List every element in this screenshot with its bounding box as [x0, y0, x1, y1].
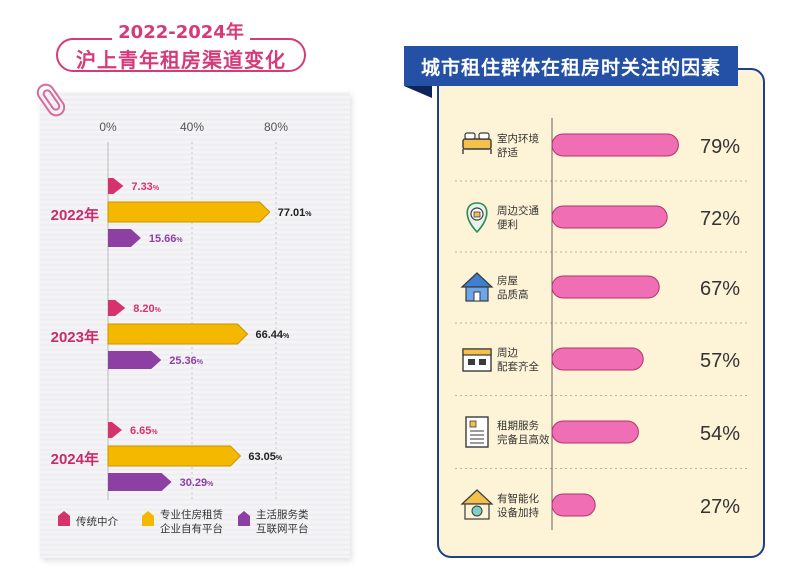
factor-label: 周边 [497, 347, 518, 359]
factor-label: 租期服务 [497, 419, 539, 432]
bar-0-2 [108, 422, 122, 438]
factor-bar [551, 493, 596, 517]
factor-label: 完备且高效 [497, 433, 550, 446]
factor-label: 舒适 [497, 146, 518, 159]
legend-label: 传统中介 [76, 515, 118, 528]
factor-value: 67% [700, 278, 740, 300]
x-tick-label: 80% [264, 120, 288, 134]
bar-0-1 [108, 300, 126, 316]
bed-icon [462, 132, 492, 154]
bar-2-0 [108, 229, 141, 247]
smart-home-icon [460, 489, 494, 520]
shop-icon [462, 348, 492, 372]
factor-value: 54% [700, 423, 740, 445]
factor-value: 72% [700, 208, 740, 230]
map-pin-icon [466, 202, 488, 234]
bar-1-1 [107, 323, 249, 345]
category-label: 2023年 [51, 328, 99, 346]
header-ribbon-fold [404, 86, 432, 98]
data-label: 30.29% [180, 477, 215, 489]
factor-label: 房屋 [497, 274, 518, 287]
data-label: 77.01% [278, 207, 313, 219]
x-tick-label: 40% [180, 120, 204, 134]
legend-label: 企业自有平台 [160, 522, 223, 535]
category-label: 2022年 [51, 206, 99, 224]
factor-value: 57% [700, 350, 740, 372]
bar-2-1 [108, 351, 162, 369]
legend-marker [142, 511, 154, 526]
data-label: 15.66% [149, 233, 184, 245]
factor-label: 设备加持 [497, 506, 539, 519]
factor-label: 便利 [497, 218, 518, 231]
factor-bar [551, 347, 644, 371]
bar-1-2 [107, 445, 242, 467]
data-label: 25.36% [169, 355, 204, 367]
x-tick-label: 0% [99, 120, 117, 134]
factor-label: 周边交通 [497, 204, 539, 217]
category-label: 2024年 [51, 450, 99, 468]
legend-label: 专业住房租赁 [160, 508, 223, 521]
factor-value: 79% [700, 136, 740, 158]
house-icon [460, 272, 494, 302]
legend-label: 主活服务类 [256, 508, 309, 521]
factor-label: 有智能化 [497, 492, 539, 505]
left-title-year: 2022-2024年 [56, 18, 306, 44]
bar-0-0 [108, 178, 124, 194]
data-label: 6.65% [130, 425, 158, 437]
factor-label: 室内环境 [497, 132, 539, 145]
right-title: 城市租住群体在租房时关注的因素 [404, 46, 738, 86]
left-title: 沪上青年租房渠道变化 [76, 48, 286, 72]
factor-bar [551, 133, 679, 157]
factor-bar [551, 420, 639, 444]
legend-marker [58, 511, 70, 526]
document-icon [465, 416, 489, 448]
data-label: 66.44% [256, 329, 291, 341]
factor-value: 27% [700, 496, 740, 518]
factor-label: 品质高 [497, 288, 529, 301]
bar-1-0 [107, 201, 271, 223]
legend-label: 互联网平台 [256, 522, 309, 535]
legend-marker [238, 511, 250, 526]
bar-2-2 [108, 473, 172, 491]
data-label: 63.05% [248, 451, 283, 463]
factor-bar [551, 205, 668, 229]
factor-label: 配套齐全 [497, 360, 539, 373]
factor-bar [551, 275, 660, 299]
data-label: 8.20% [133, 303, 161, 315]
data-label: 7.33% [131, 181, 159, 193]
